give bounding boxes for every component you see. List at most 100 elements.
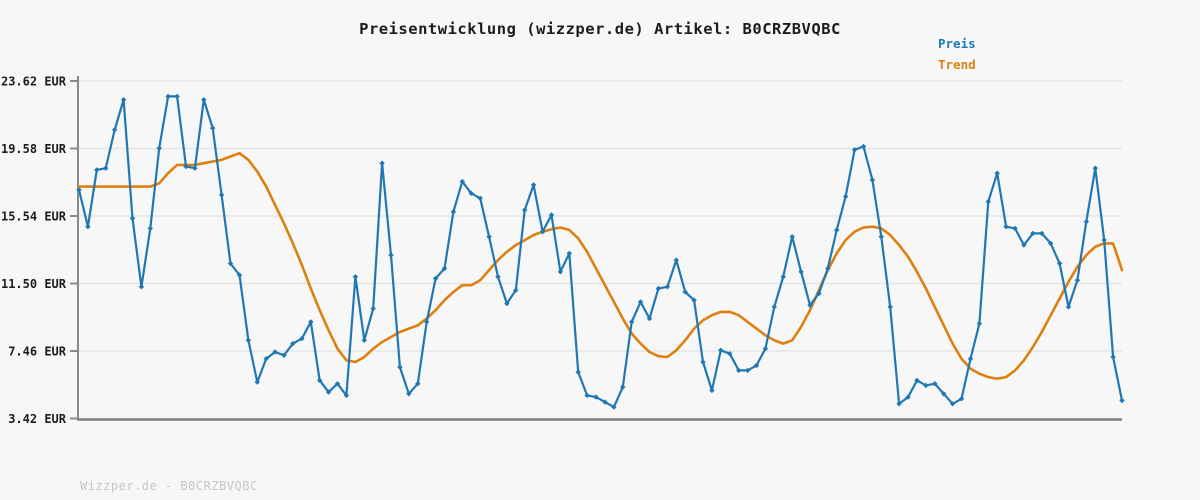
price-point-marker xyxy=(994,170,1000,176)
price-point-marker xyxy=(905,394,911,400)
price-point-marker xyxy=(361,337,367,343)
price-point-marker xyxy=(602,399,608,405)
y-axis-tick-marks xyxy=(70,80,78,420)
price-point-marker xyxy=(1030,230,1036,237)
price-point-marker xyxy=(388,252,394,258)
price-point-marker xyxy=(343,392,350,399)
price-point-marker xyxy=(584,392,590,399)
price-point-marker xyxy=(1101,237,1107,243)
price-point-marker xyxy=(664,284,671,290)
price-point-markers xyxy=(76,93,1125,410)
price-point-marker xyxy=(76,187,82,193)
price-point-marker xyxy=(424,319,430,325)
price-point-marker xyxy=(254,379,260,385)
price-point-marker xyxy=(646,315,653,322)
price-point-marker xyxy=(1074,277,1081,283)
price-point-marker xyxy=(138,284,145,290)
price-point-marker xyxy=(1119,397,1125,404)
price-point-marker xyxy=(441,265,448,272)
price-point-marker xyxy=(629,319,635,325)
price-point-marker xyxy=(1003,224,1009,230)
legend: Preis Trend xyxy=(938,37,976,72)
price-point-marker xyxy=(352,274,359,280)
price-point-marker xyxy=(825,265,831,272)
price-point-marker xyxy=(325,389,332,395)
y-axis-labels: 23.62 EUR 19.58 EUR 15.54 EUR 11.50 EUR 7.46… xyxy=(1,75,67,427)
price-point-marker xyxy=(1065,304,1072,310)
price-point-marker xyxy=(976,320,983,327)
price-point-marker xyxy=(504,300,510,307)
price-point-marker xyxy=(370,305,376,312)
price-point-marker xyxy=(477,195,483,201)
y-axis-tick-label: 11.50 EUR xyxy=(1,277,67,291)
price-point-marker xyxy=(1092,165,1098,171)
price-point-marker xyxy=(334,381,341,387)
price-point-marker xyxy=(834,227,840,233)
price-point-marker xyxy=(397,364,403,370)
price-point-marker xyxy=(147,225,153,232)
price-point-marker xyxy=(183,163,189,170)
price-point-marker xyxy=(290,340,296,347)
price-point-marker xyxy=(450,209,457,215)
price-point-marker xyxy=(1021,242,1027,248)
price-point-marker xyxy=(468,190,474,196)
price-point-marker xyxy=(798,269,804,275)
price-point-marker xyxy=(299,335,305,342)
price-point-marker xyxy=(762,346,769,352)
price-point-marker xyxy=(753,362,760,369)
price-point-marker xyxy=(655,285,662,292)
y-axis-tick-label: 19.58 EUR xyxy=(1,142,67,156)
price-point-marker xyxy=(539,229,546,235)
price-point-marker xyxy=(923,382,929,389)
price-point-marker xyxy=(896,401,902,407)
price-point-marker xyxy=(985,198,991,205)
price-point-marker xyxy=(851,147,858,153)
price-point-marker xyxy=(263,356,269,362)
price-point-marker xyxy=(709,387,715,394)
price-point-marker xyxy=(210,125,216,131)
y-axis-tick-label: 3.42 EUR xyxy=(8,412,67,426)
price-point-marker xyxy=(611,404,617,410)
price-point-marker xyxy=(112,127,118,133)
y-axis-tick-label: 7.46 EUR xyxy=(8,345,67,359)
price-point-marker xyxy=(949,401,956,407)
price-point-marker xyxy=(700,359,706,365)
price-point-marker xyxy=(530,182,537,188)
price-line xyxy=(77,95,1124,409)
price-point-marker xyxy=(771,304,777,310)
price-point-marker xyxy=(691,297,697,303)
price-point-marker xyxy=(272,349,278,355)
price-point-marker xyxy=(967,356,974,362)
price-point-marker xyxy=(317,377,323,384)
price-point-marker xyxy=(869,177,876,183)
price-point-marker xyxy=(1012,225,1018,232)
price-point-marker xyxy=(174,93,180,100)
price-point-marker xyxy=(932,381,938,387)
price-point-marker xyxy=(878,234,884,240)
price-point-marker xyxy=(744,367,751,374)
price-point-marker xyxy=(637,299,644,305)
chart-title: Preisentwicklung (wizzper.de) Artikel: B… xyxy=(359,20,841,38)
price-point-marker xyxy=(379,160,385,166)
price-point-marker xyxy=(415,381,421,387)
price-point-marker xyxy=(227,260,234,267)
price-point-marker xyxy=(432,275,439,282)
price-point-marker xyxy=(201,97,207,103)
price-point-marker xyxy=(807,302,813,308)
price-point-marker xyxy=(718,347,724,353)
price-point-marker xyxy=(914,377,920,384)
y-axis-tick-label: 23.62 EUR xyxy=(1,75,67,89)
price-point-marker xyxy=(780,274,786,280)
price-point-marker xyxy=(459,178,465,185)
watermark: Wizzper.de - B0CRZBVQBC xyxy=(80,479,258,493)
price-point-marker xyxy=(165,93,171,100)
price-point-marker xyxy=(593,394,599,400)
price-point-marker xyxy=(736,367,742,374)
price-point-marker xyxy=(513,287,519,293)
price-point-marker xyxy=(673,257,679,263)
price-point-marker xyxy=(887,304,893,310)
price-point-marker xyxy=(129,215,136,221)
price-point-marker xyxy=(789,234,795,240)
price-point-marker xyxy=(218,192,225,198)
